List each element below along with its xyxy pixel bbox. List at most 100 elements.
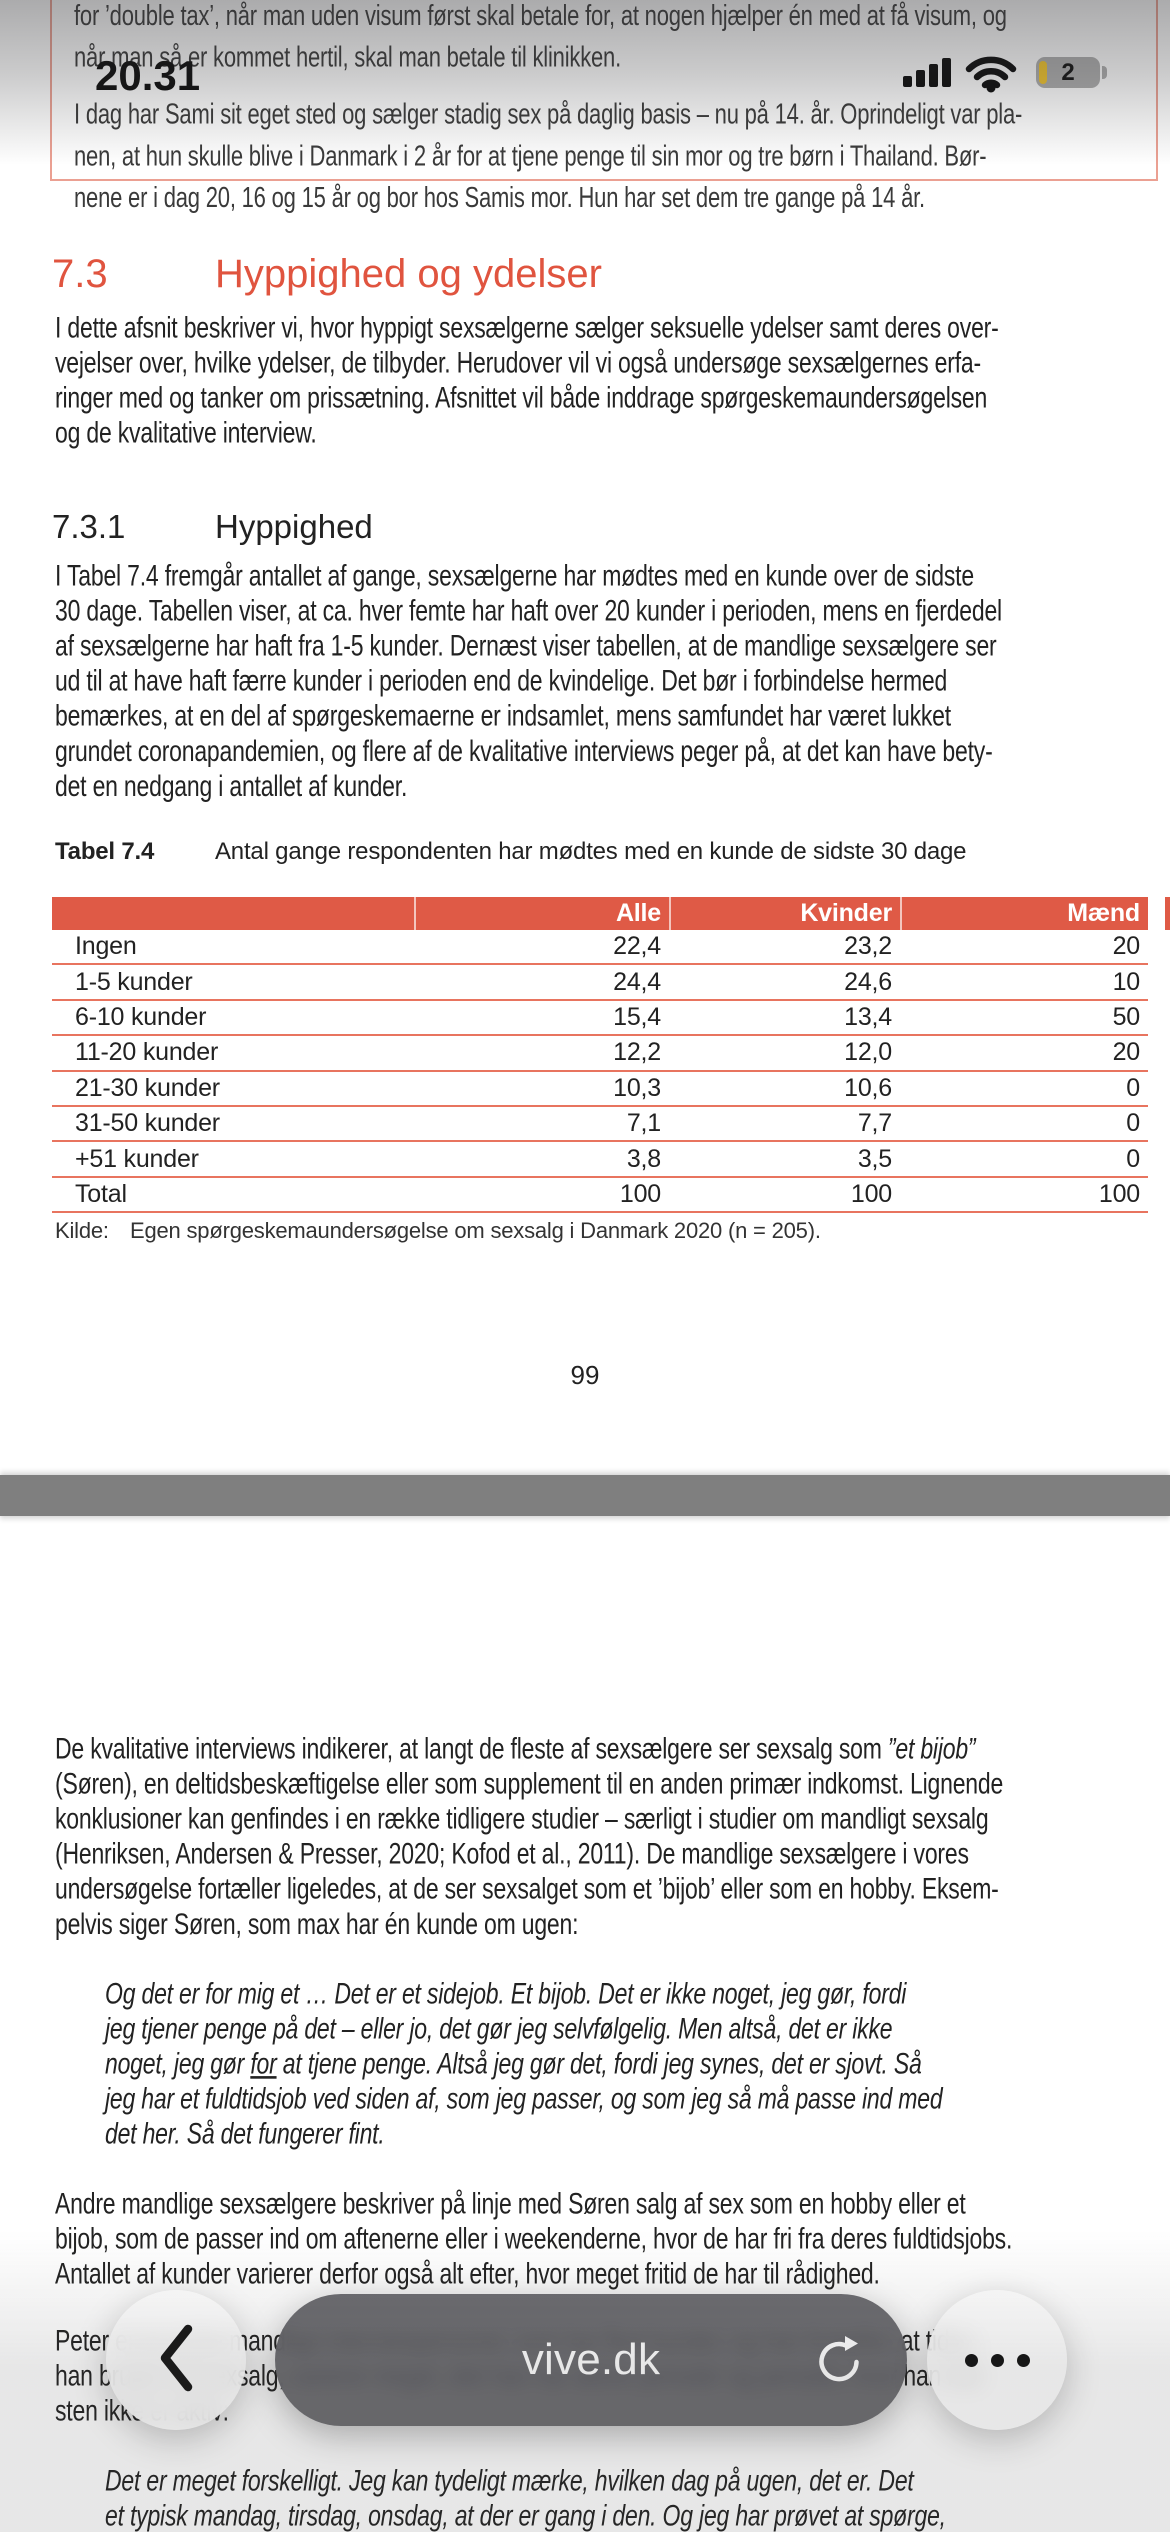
text-line: bijob, som de passer ind om aftenerne el…: [55, 2221, 1013, 2255]
text-line: (Henriksen, Andersen & Presser, 2020; Ko…: [55, 1836, 969, 1871]
address-url: vive.dk: [521, 2335, 661, 2384]
table-row: 1-5 kunder 24,4 24,6 10: [52, 965, 1148, 1001]
text-line: Antallet af kunder varierer derfor også …: [55, 2256, 880, 2290]
text-line: (Søren), en deltidsbeskæftigelse eller s…: [55, 1766, 1004, 1800]
table-cell-value: 3,5: [857, 1144, 892, 1173]
table-cell-value: 10,3: [613, 1073, 661, 1102]
section-title: Hyppighed og ydelser: [215, 252, 602, 296]
table-cell-value: 24,6: [844, 967, 892, 996]
table-cell-value: 12,0: [844, 1038, 892, 1067]
table-cell-value: 24,4: [613, 967, 661, 996]
text-line: Det er meget forskelligt. Jeg kan tydeli…: [105, 2463, 914, 2497]
table-header-empty: [52, 897, 414, 930]
table-cell-value: 20: [1112, 932, 1141, 961]
text-line: jeg har et fuldtidsjob ved siden af, som…: [105, 2081, 943, 2116]
text-line: af sexsælgerne har haft fra 1-5 kunder. …: [55, 628, 997, 662]
table-row: 31-50 kunder 7,1 7,7 0: [52, 1107, 1148, 1143]
quote-box-paragraph-2: I dag har Sami sit eget sted og sælger s…: [74, 94, 1136, 219]
intro-paragraph: I dette afsnit beskriver vi, hvor hyppig…: [55, 310, 1145, 450]
table-row: 21-30 kunder 10,3 10,6 0: [52, 1072, 1148, 1107]
table-row-label: 31-50 kunder: [75, 1109, 220, 1138]
text-line: for ’double tax’, når man uden visum før…: [74, 0, 1007, 32]
table-row-label: 1-5 kunder: [75, 967, 193, 996]
text-line: det en nedgang i antallet af kunder.: [55, 768, 408, 803]
table-cell-value: 7,7: [857, 1109, 892, 1138]
table-cell-value: 10,6: [844, 1073, 892, 1102]
section-heading: 7.3 Hyppighed og ydelser: [52, 252, 602, 296]
blockquote-soeren: Og det er for mig et … Det er et sidejob…: [105, 1976, 1090, 2152]
text-line: nen, at hun skulle blive i Danmark i 2 å…: [74, 139, 987, 172]
battery-icon: 2: [1036, 57, 1100, 88]
paragraph-bijob: De kvalitative interviews indikerer, at …: [55, 1731, 1145, 1942]
table-header-row: Alle Kvinder Mænd: [52, 897, 1148, 930]
text-line: når man så er kommet hertil, skal man be…: [74, 40, 621, 74]
table-cell-value: 0: [1126, 1109, 1140, 1138]
table-cell-value: 15,4: [613, 1002, 661, 1031]
text-line: jeg tjener penge på det – eller jo, det …: [105, 2011, 893, 2045]
text-line: Og det er for mig et … Det er et sidejob…: [105, 1976, 907, 2010]
table-row-label: Ingen: [75, 932, 137, 961]
text-line: I dag har Sami sit eget sted og sælger s…: [74, 97, 1023, 131]
table-cell-value: 0: [1126, 1144, 1140, 1173]
text-line: ud til at have haft færre kunder i perio…: [55, 663, 948, 698]
text-line: og de kvalitative interview.: [55, 415, 317, 450]
table-body: Ingen 22,4 23,2 20 1-5 kunder 24,4 24,6 10 6-10 …: [52, 930, 1148, 1214]
body-paragraph: I Tabel 7.4 fremgår antallet af gange, s…: [55, 558, 1145, 804]
table-header-maend: Mænd: [900, 897, 1148, 930]
text-line: I dette afsnit beskriver vi, hvor hyppig…: [55, 310, 999, 344]
battery-percent: 2: [1061, 58, 1075, 86]
more-button[interactable]: [927, 2290, 1067, 2430]
source-note: Kilde: Egen spørgeskemaundersøgelse om se…: [55, 1218, 821, 1244]
table-edge-sliver: [1165, 897, 1170, 930]
table-cell-value: 23,2: [844, 932, 892, 961]
table-caption-label: Tabel 7.4: [55, 838, 155, 865]
reload-button[interactable]: [813, 2334, 865, 2391]
table-cell-value: 22,4: [613, 932, 661, 961]
table-cell-value: 100: [1098, 1179, 1140, 1208]
text-line: De kvalitative interviews indikerer, at …: [55, 1731, 976, 1765]
table-header-kvinder: Kvinder: [669, 897, 900, 930]
battery-cap: [1102, 66, 1107, 79]
subsection-heading: 7.3.1 Hyppighed: [52, 508, 373, 545]
blockquote-peter: Det er meget forskelligt. Jeg kan tydeli…: [105, 2463, 1090, 2532]
quote-box-paragraph-1: for ’double tax’, når man uden visum før…: [74, 0, 1136, 78]
table-row-label: 21-30 kunder: [75, 1073, 220, 1102]
text-line: grundet coronapandemien, og flere af de …: [55, 733, 993, 768]
table-row-label: +51 kunder: [75, 1144, 199, 1173]
page-number: 99: [570, 1360, 600, 1390]
table-cell-value: 100: [850, 1179, 892, 1208]
text-line: noget, jeg gør for at tjene penge. Altså…: [105, 2046, 922, 2080]
clock-time: 20.31: [95, 52, 201, 99]
subsection-number: 7.3.1: [52, 508, 126, 545]
paragraph-andre: Andre mandlige sexsælgere beskriver på l…: [55, 2186, 1145, 2291]
table-caption-text: Antal gange respondenten har mødtes med …: [215, 838, 967, 865]
table-cell-value: 20: [1112, 1038, 1141, 1067]
text-line: konklusioner kan genfindes i en række ti…: [55, 1801, 989, 1835]
table-cell-value: 0: [1126, 1073, 1140, 1102]
text-line: Andre mandlige sexsælgere beskriver på l…: [55, 2186, 966, 2220]
table-row-label: 6-10 kunder: [75, 1002, 207, 1031]
source-text: Egen spørgeskemaundersøgelse om sexsalg …: [130, 1218, 821, 1243]
text-line: I Tabel 7.4 fremgår antallet af gange, s…: [55, 558, 974, 592]
table-row-label: Total: [75, 1179, 127, 1208]
page-separator: [0, 1475, 1170, 1516]
address-bar[interactable]: vive.dk: [275, 2294, 907, 2426]
text-line: undersøgelse fortæller ligeledes, at de …: [55, 1871, 999, 1906]
table-caption: Tabel 7.4 Antal gange respondenten har mø…: [55, 838, 967, 866]
table-cell-value: 7,1: [626, 1109, 661, 1138]
text-line: nene er i dag 20, 16 og 15 år og bor hos…: [74, 180, 925, 214]
text-line: bemærkes, at en del af spørgeskemaerne e…: [55, 698, 951, 733]
table-header-alle: Alle: [414, 897, 669, 930]
table-row: 11-20 kunder 12,2 12,0 20: [52, 1036, 1148, 1072]
table-cell-value: 13,4: [844, 1002, 892, 1031]
table-cell-value: 12,2: [613, 1038, 661, 1067]
section-number: 7.3: [52, 252, 108, 296]
chevron-left-icon: [156, 2322, 196, 2399]
back-button[interactable]: [106, 2290, 246, 2430]
table-cell-value: 50: [1112, 1002, 1141, 1031]
text-line: 30 dage. Tabellen viser, at ca. hver fem…: [55, 593, 1002, 627]
table-cell-value: 3,8: [626, 1144, 661, 1173]
wifi-icon: [965, 55, 1017, 98]
table-row: Total 100 100 100: [52, 1178, 1148, 1214]
table-row-label: 11-20 kunder: [75, 1038, 219, 1067]
